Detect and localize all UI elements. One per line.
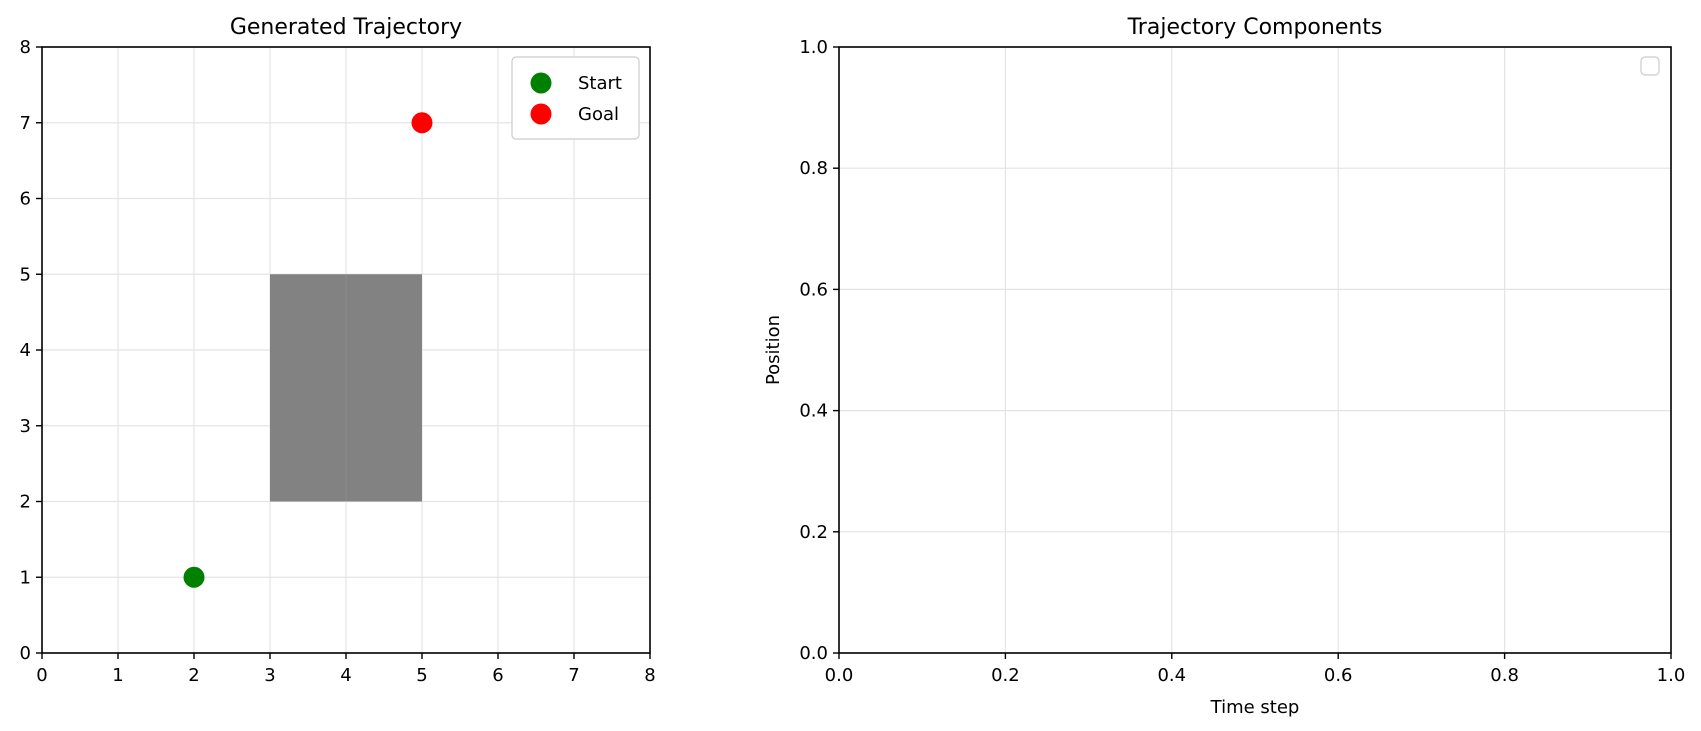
y-tick-label: 6: [20, 189, 31, 210]
y-tick-label: 1: [20, 567, 31, 588]
x-tick-label: 0.2: [991, 665, 1020, 686]
x-tick-label: 0.6: [1324, 665, 1353, 686]
legend: [1640, 56, 1660, 76]
legend-label: Goal: [578, 104, 619, 125]
x-tick-label: 0.0: [825, 665, 854, 686]
y-tick-label: 7: [20, 113, 31, 134]
legend-marker-goal: [530, 103, 552, 125]
legend: Start Goal: [511, 56, 640, 140]
x-axis-label: Time step: [1210, 697, 1300, 718]
legend-box: [511, 56, 640, 140]
x-tick-label: 6: [492, 665, 503, 686]
y-tick-label: 2: [20, 492, 31, 513]
legend-marker-start: [530, 72, 552, 94]
x-tick-label: 5: [416, 665, 427, 686]
y-axis-label: Position: [763, 315, 784, 385]
y-tick-label: 4: [20, 340, 31, 361]
legend-label: Start: [578, 73, 622, 94]
y-tick-label: 0: [20, 643, 31, 664]
x-tick-label: 3: [264, 665, 275, 686]
trajectory-plot: 0 1 2 3 4 5 6 7 8 0 1 2 3 4 5 6 7 8 Generated Trajectory St…: [20, 15, 656, 686]
y-tick-label: 0.8: [799, 158, 828, 179]
x-tick-label: 4: [340, 665, 351, 686]
y-tick-label: 5: [20, 264, 31, 285]
chart-title: Trajectory Components: [1127, 15, 1383, 40]
x-tick-label: 7: [568, 665, 579, 686]
y-tick-label: 3: [20, 416, 31, 437]
x-tick-label: 1.0: [1657, 665, 1686, 686]
x-tick-label: 1: [112, 665, 123, 686]
x-tick-label: 0: [36, 665, 47, 686]
y-tick-label: 0.6: [799, 279, 828, 300]
marker-goal: [411, 112, 433, 134]
y-tick-label: 0.2: [799, 522, 828, 543]
y-tick-label: 8: [20, 37, 31, 58]
legend-box-empty: [1640, 56, 1660, 76]
x-tick-label: 8: [644, 665, 655, 686]
x-tick-label: 2: [188, 665, 199, 686]
chart-title: Generated Trajectory: [230, 15, 462, 40]
axes-frame: [838, 46, 1672, 654]
y-tick-label: 0.0: [799, 643, 828, 664]
x-tick-label: 0.4: [1157, 665, 1186, 686]
marker-start: [183, 566, 205, 588]
y-tick-label: 1.0: [799, 37, 828, 58]
y-tick-label: 0.4: [799, 401, 828, 422]
x-tick-label: 0.8: [1490, 665, 1519, 686]
components-plot: 0.0 0.2 0.4 0.6 0.8 1.0 0.0 0.2 0.4 0.6 0.8 1.0 Traj…: [763, 15, 1685, 718]
